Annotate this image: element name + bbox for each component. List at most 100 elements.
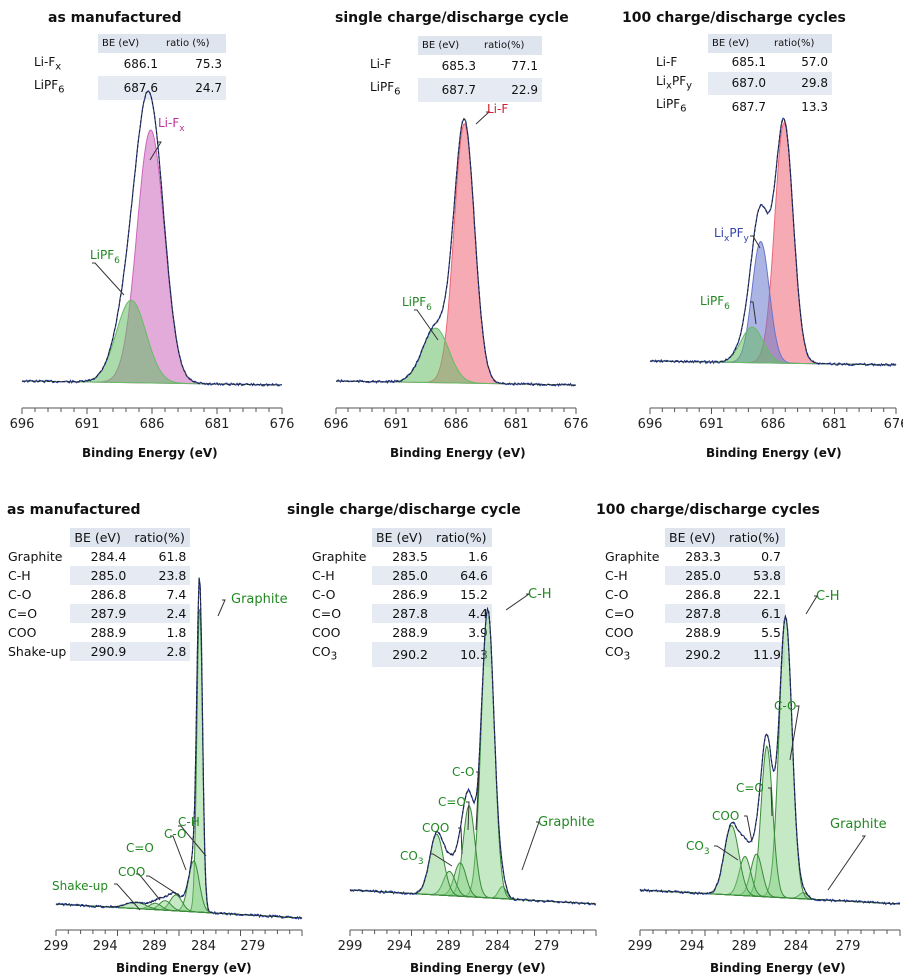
table-header-be: BE (eV) — [70, 528, 131, 547]
x-axis-label: Binding Energy (eV) — [116, 961, 252, 975]
row-be: 687.7 — [418, 78, 480, 102]
annotation-leader — [136, 873, 161, 901]
table-row: Li-F 685.1 57.0 — [652, 53, 832, 72]
annotation-leader — [217, 599, 226, 617]
table-header-blank — [601, 528, 665, 547]
table-header-be: BE (eV) — [372, 528, 432, 547]
row-label: COO — [601, 623, 665, 642]
annotation-leader — [475, 771, 480, 831]
annotation-leader — [458, 827, 463, 855]
row-label: C-H — [4, 566, 71, 585]
annotation-label: COO — [712, 809, 739, 823]
x-tick-label: 696 — [638, 417, 663, 432]
table-row: COO 288.9 5.5 — [601, 623, 785, 642]
row-label: Shake-up — [4, 642, 71, 661]
fit-envelope — [336, 118, 576, 386]
x-tick-label: 279 — [534, 939, 559, 954]
x-tick-label: 681 — [205, 417, 230, 432]
fit-envelope — [349, 606, 597, 905]
annotation-label: CO3 — [686, 839, 710, 857]
annotation-leader — [92, 262, 125, 296]
row-ratio: 61.8 — [158, 549, 187, 564]
row-label: LiPF — [370, 80, 395, 95]
x-tick-label: 284 — [784, 939, 809, 954]
x-tick-label: 299 — [44, 939, 69, 954]
row-be: 287.9 — [70, 604, 131, 623]
table-row: C-H 285.0 53.8 — [601, 566, 785, 585]
row-label-sub: 3 — [330, 650, 338, 663]
c1s-as-panel: as manufactured BE (eV) ratio(%) Graphit… — [0, 490, 303, 975]
table-row: CO3 290.2 10.3 — [308, 642, 492, 667]
table-row: C=O 287.8 6.1 — [601, 604, 785, 623]
row-label: C=O — [308, 604, 372, 623]
table-header-ratio: ratio(%) — [725, 528, 785, 547]
x-axis-label: Binding Energy (eV) — [710, 961, 846, 975]
x-tick-label: 294 — [387, 939, 412, 954]
annotation-label: Li-F — [487, 102, 508, 116]
row-ratio: 1.6 — [468, 549, 488, 564]
f1s-100-panel: 100 charge/discharge cycles BE (eV) rati… — [600, 0, 903, 470]
row-ratio: 24.7 — [162, 76, 226, 100]
annotation-label: LiPF6 — [90, 248, 120, 266]
row-be: 685.1 — [731, 55, 766, 69]
spectrum-plot: 299 294 289 284 279 Graphite C-H C-O C=O COO… — [44, 577, 303, 954]
row-ratio: 75.3 — [195, 57, 222, 72]
annotation-label: LiPF6 — [700, 294, 730, 312]
spectrum-plot: 299 294 289 284 279 C-H C-O C=O COO CO3 Grap… — [628, 589, 901, 954]
annotation-label: C-H — [816, 589, 840, 604]
x-tick-label: 691 — [699, 417, 724, 432]
row-be: 687.7 — [731, 99, 766, 114]
fit-table: BE (eV) ratio (%) Li-Fx 686.1 75.3 LiPF6… — [30, 34, 226, 100]
row-label-sub2: y — [686, 80, 693, 92]
c1s-100-panel: 100 charge/discharge cycles BE (eV) rati… — [596, 490, 903, 975]
table-header-ratio: ratio(%) — [432, 528, 492, 547]
row-be: 685.3 — [441, 59, 476, 74]
x-axis-label: Binding Energy (eV) — [410, 961, 546, 975]
x-tick-label: 299 — [338, 939, 363, 954]
row-ratio: 7.4 — [166, 587, 187, 602]
x-tick-label: 676 — [564, 417, 589, 432]
table-header-blank — [30, 34, 98, 53]
annotation-leader — [149, 141, 162, 161]
spectrum-plot: 696 691 686 681 676 Li-Fx LiPF6 — [10, 90, 294, 432]
peak-component — [55, 608, 303, 919]
annotation-leader — [414, 309, 439, 341]
row-ratio: 53.8 — [725, 566, 785, 585]
row-ratio: 5.5 — [761, 625, 781, 640]
fit-table: BE (eV) ratio(%) Graphite 283.5 1.6 C-H 285… — [308, 528, 492, 667]
table-row: LiPF6 687.7 22.9 — [366, 78, 542, 102]
table-row: C=O 287.8 4.4 — [308, 604, 492, 623]
row-be: 286.8 — [90, 587, 127, 602]
x-tick-label: 681 — [822, 417, 847, 432]
peak-component — [335, 123, 577, 386]
annotation-leader — [750, 235, 761, 249]
annotation-label: C=O — [126, 841, 154, 855]
table-row: COO 288.9 1.8 — [4, 623, 190, 642]
table-row: C-H 285.0 23.8 — [4, 566, 191, 585]
annotation-leader — [714, 845, 739, 861]
row-be: 285.0 — [70, 566, 131, 585]
x-tick-label: 696 — [10, 417, 35, 432]
table-row: C-O 286.8 22.1 — [601, 585, 785, 604]
x-tick-label: 691 — [384, 417, 409, 432]
annotation-leader — [114, 883, 141, 911]
panel-title: as manufactured — [48, 10, 182, 26]
row-label-sub: 3 — [623, 650, 631, 663]
table-row: Graphite 284.4 61.8 — [4, 547, 190, 566]
row-label: CO — [605, 644, 624, 659]
spectrum-plot: 299 294 289 284 279 C-H C-O C=O COO CO3 Grap… — [338, 587, 597, 954]
table-header-ratio: ratio(%) — [130, 528, 191, 547]
annotation-label: C-H — [528, 587, 552, 602]
row-label-mid: PF — [671, 74, 687, 88]
annotation-label: C-O — [164, 827, 187, 841]
row-ratio: 6.1 — [725, 604, 785, 623]
annotation-leader — [178, 825, 207, 857]
panel-title: 100 charge/discharge cycles — [622, 10, 846, 26]
row-be: 290.2 — [372, 642, 432, 667]
annotation-leader — [475, 111, 491, 125]
table-row: Graphite 283.5 1.6 — [308, 547, 492, 566]
row-label: COO — [4, 623, 71, 642]
annotation-label: C-O — [452, 765, 475, 779]
annotation-leader — [521, 821, 540, 871]
row-label: LiPF — [656, 97, 681, 112]
